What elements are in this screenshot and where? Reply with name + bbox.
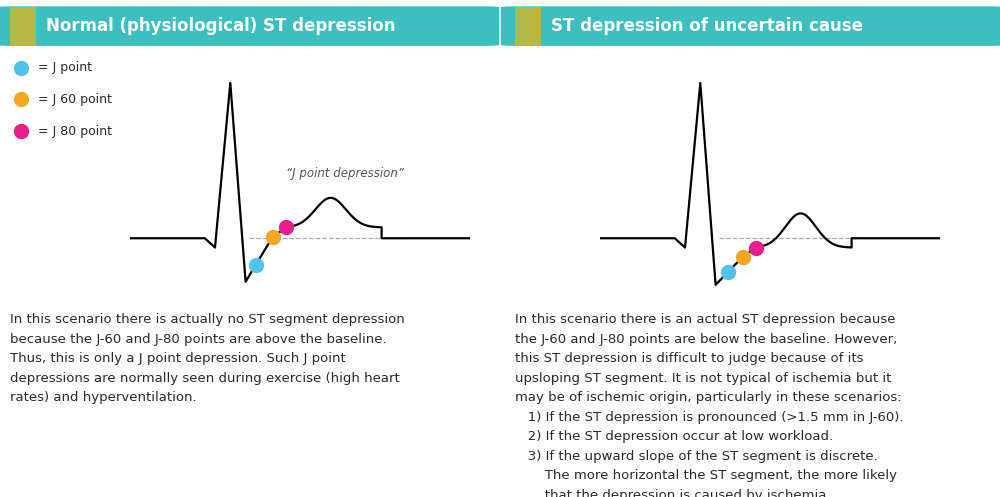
Text: = J 60 point: = J 60 point xyxy=(38,93,112,106)
Text: Normal (physiological) ST depression: Normal (physiological) ST depression xyxy=(46,17,395,35)
Text: ST depression of uncertain cause: ST depression of uncertain cause xyxy=(551,17,863,35)
Bar xyxy=(10,7,36,45)
Text: = J point: = J point xyxy=(38,61,92,74)
Text: “J point depression”: “J point depression” xyxy=(286,166,404,179)
Text: In this scenario there is an actual ST depression because
the J-60 and J-80 poin: In this scenario there is an actual ST d… xyxy=(515,313,904,497)
Text: In this scenario there is actually no ST segment depression
because the J-60 and: In this scenario there is actually no ST… xyxy=(10,313,405,404)
FancyBboxPatch shape xyxy=(0,6,499,46)
FancyBboxPatch shape xyxy=(501,6,1000,46)
Text: = J 80 point: = J 80 point xyxy=(38,125,112,138)
Bar xyxy=(515,7,541,45)
